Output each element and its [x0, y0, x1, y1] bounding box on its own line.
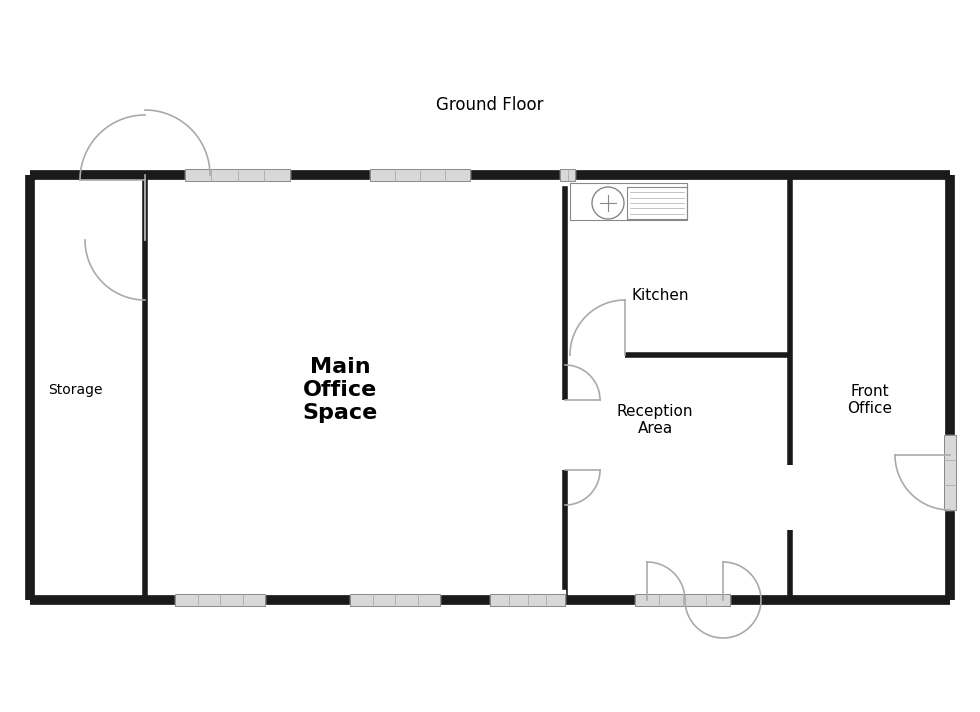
Text: Front
Office: Front Office: [848, 384, 893, 417]
Text: Main
Office
Space: Main Office Space: [303, 357, 377, 423]
Bar: [570, 183, 687, 220]
Bar: [944, 435, 956, 510]
Text: Kitchen: Kitchen: [631, 288, 689, 303]
Bar: [185, 169, 290, 181]
Bar: [627, 187, 687, 219]
Bar: [635, 594, 730, 606]
Text: Reception
Area: Reception Area: [616, 404, 693, 436]
Text: Storage: Storage: [48, 383, 102, 397]
Bar: [350, 594, 440, 606]
Bar: [175, 594, 265, 606]
Text: Ground Floor: Ground Floor: [436, 96, 544, 114]
Bar: [370, 169, 470, 181]
Bar: [490, 594, 565, 606]
Bar: [560, 169, 575, 181]
